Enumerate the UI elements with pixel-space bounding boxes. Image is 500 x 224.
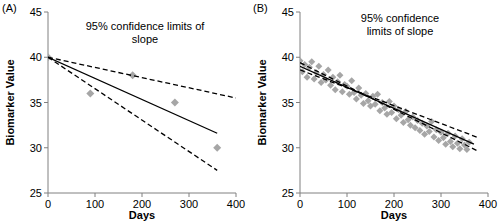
y-tick (44, 12, 48, 13)
data-point (171, 99, 179, 107)
x-tick-label: 100 (338, 198, 356, 210)
plot-area (300, 57, 479, 153)
confidence-line (48, 57, 236, 98)
panel-title: (A) (2, 2, 17, 14)
y-tick-label: 25 (30, 187, 42, 199)
fit-line (48, 57, 217, 133)
data-point (213, 144, 221, 152)
data-point (308, 58, 315, 65)
y-tick-label: 35 (282, 97, 294, 109)
panel: (A)01002003004002530354045DaysBiomarker … (2, 2, 245, 221)
x-tick (394, 193, 395, 197)
y-tick (44, 57, 48, 58)
annotation: 95% confidence limits ofslope (86, 20, 206, 45)
data-point (304, 74, 311, 81)
confidence-line (300, 63, 479, 152)
panel-title: (B) (253, 2, 268, 14)
x-tick-label: 100 (86, 198, 104, 210)
data-point (386, 98, 393, 105)
y-tick (44, 147, 48, 148)
y-tick-label: 25 (282, 187, 294, 199)
y-tick (296, 102, 300, 103)
confidence-line (48, 57, 217, 170)
data-point (339, 88, 346, 95)
x-axis-label: Days (381, 209, 407, 221)
x-tick (189, 193, 190, 197)
data-point (372, 101, 379, 108)
data-point (336, 72, 343, 79)
y-tick-label: 30 (282, 142, 294, 154)
y-tick (44, 102, 48, 103)
y-tick (296, 12, 300, 13)
x-tick (441, 193, 442, 197)
data-point (300, 68, 306, 75)
data-point (332, 86, 339, 93)
y-tick-label: 40 (282, 51, 294, 63)
data-point (355, 85, 362, 92)
y-tick (296, 57, 300, 58)
x-axis-label: Days (129, 209, 155, 221)
x-tick-label: 400 (479, 198, 497, 210)
y-tick-label: 45 (30, 6, 42, 18)
annotation: 95% confidencelimits of slope (361, 12, 439, 37)
x-tick-label: 0 (45, 198, 51, 210)
figure: (A)01002003004002530354045DaysBiomarker … (0, 0, 500, 224)
x-tick (48, 193, 49, 197)
data-point (426, 128, 433, 135)
y-axis-label: Biomarker Value (256, 59, 268, 145)
y-tick-label: 45 (282, 6, 294, 18)
y-tick-label: 30 (30, 142, 42, 154)
x-tick (488, 193, 489, 197)
data-point (374, 91, 381, 98)
x-tick-label: 400 (227, 198, 245, 210)
x-tick-label: 300 (432, 198, 450, 210)
x-tick-label: 300 (180, 198, 198, 210)
y-axis-label: Biomarker Value (4, 59, 16, 145)
y-tick-label: 35 (30, 97, 42, 109)
data-point (325, 66, 332, 73)
y-tick (296, 193, 300, 194)
x-tick-label: 0 (297, 198, 303, 210)
x-tick (236, 193, 237, 197)
plot-area (48, 53, 236, 170)
y-tick (296, 147, 300, 148)
x-tick (300, 193, 301, 197)
data-point (86, 89, 94, 97)
y-tick (44, 193, 48, 194)
data-point (315, 63, 322, 70)
panel: (B)01002003004002530354045DaysBiomarker … (253, 2, 497, 221)
data-point (348, 77, 355, 84)
x-tick (347, 193, 348, 197)
data-point (463, 146, 470, 153)
x-tick (95, 193, 96, 197)
confidence-line (300, 70, 479, 138)
x-tick (142, 193, 143, 197)
y-tick-label: 40 (30, 51, 42, 63)
